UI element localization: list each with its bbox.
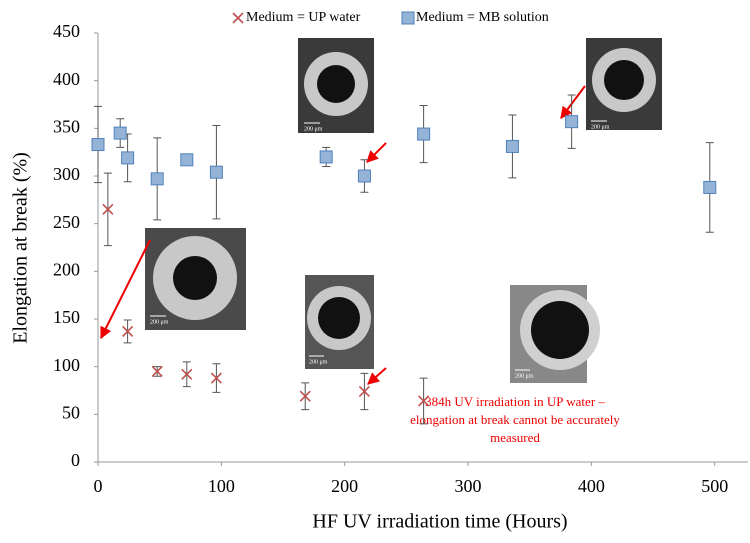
legend-label: Medium = MB solution <box>416 10 549 25</box>
x-marker <box>102 203 114 215</box>
y-tick-label: 50 <box>62 402 80 422</box>
square-marker <box>180 153 194 167</box>
x-marker <box>210 372 222 384</box>
scale-label: 200 μm <box>150 319 169 325</box>
x-tick-label: 100 <box>208 476 235 496</box>
x-marker <box>151 365 163 377</box>
scale-label: 200 μm <box>515 373 534 379</box>
annotation: 384h UV irradiation in UP water – elonga… <box>410 394 620 445</box>
sem-image: 200 μm <box>145 228 246 330</box>
x-tick-label: 400 <box>578 476 605 496</box>
x-marker <box>358 385 370 398</box>
square-marker <box>417 127 431 141</box>
legend-item: Medium = UP water <box>232 10 361 25</box>
y-tick-label: 200 <box>53 259 80 279</box>
y-tick-label: 150 <box>53 307 80 327</box>
square-marker <box>401 11 415 25</box>
arrow <box>100 239 151 340</box>
annotation-line: measured <box>490 430 540 445</box>
annotation-line: elongation at break cannot be accurately <box>410 412 620 427</box>
annotation-line: 384h UV irradiation in UP water – <box>425 394 605 409</box>
legend-item: Medium = MB solution <box>401 10 549 25</box>
y-tick-label: 100 <box>53 355 80 375</box>
x-marker <box>181 368 193 380</box>
legend-label: Medium = UP water <box>246 10 361 25</box>
x-marker <box>232 12 244 24</box>
square-marker <box>703 180 717 194</box>
x-tick-label: 0 <box>94 476 103 496</box>
sem-image: 200 μm <box>586 38 662 130</box>
y-tick-label: 250 <box>53 212 80 232</box>
square-marker <box>505 139 519 153</box>
arrow <box>367 367 387 385</box>
square-marker <box>209 165 223 179</box>
arrow <box>366 142 387 163</box>
x-tick-label: 300 <box>455 476 482 496</box>
x-tick-label: 500 <box>701 476 728 496</box>
x-axis-title: HF UV irradiation time (Hours) <box>312 511 567 533</box>
sem-image: 200 μm <box>305 275 374 369</box>
scale-label: 200 μm <box>591 124 610 130</box>
y-tick-label: 350 <box>53 116 80 136</box>
arrow <box>560 85 586 119</box>
y-tick-label: 450 <box>53 21 80 41</box>
square-marker <box>357 169 371 183</box>
x-marker <box>299 390 311 402</box>
square-marker <box>565 115 579 129</box>
square-marker <box>319 150 333 164</box>
y-tick-label: 400 <box>53 69 80 89</box>
x-marker <box>122 325 134 337</box>
square-marker <box>113 126 127 140</box>
x-tick-label: 200 <box>331 476 358 496</box>
sem-image: 200 μm <box>298 38 374 133</box>
sem-image: 200 μm <box>510 285 600 383</box>
y-tick-label: 300 <box>53 164 80 184</box>
y-axis-title: Elongation at break (%) <box>10 152 32 344</box>
y-tick-label: 0 <box>71 450 80 470</box>
square-marker <box>91 138 105 152</box>
sem-images: 200 μm 200 μm 200 μm 200 μm 200 μm <box>145 38 662 383</box>
square-marker <box>150 172 164 186</box>
scale-label: 200 μm <box>309 359 328 365</box>
arrows <box>100 85 586 385</box>
x-marker <box>418 395 430 407</box>
scale-label: 200 μm <box>304 126 323 132</box>
square-marker <box>121 151 135 165</box>
